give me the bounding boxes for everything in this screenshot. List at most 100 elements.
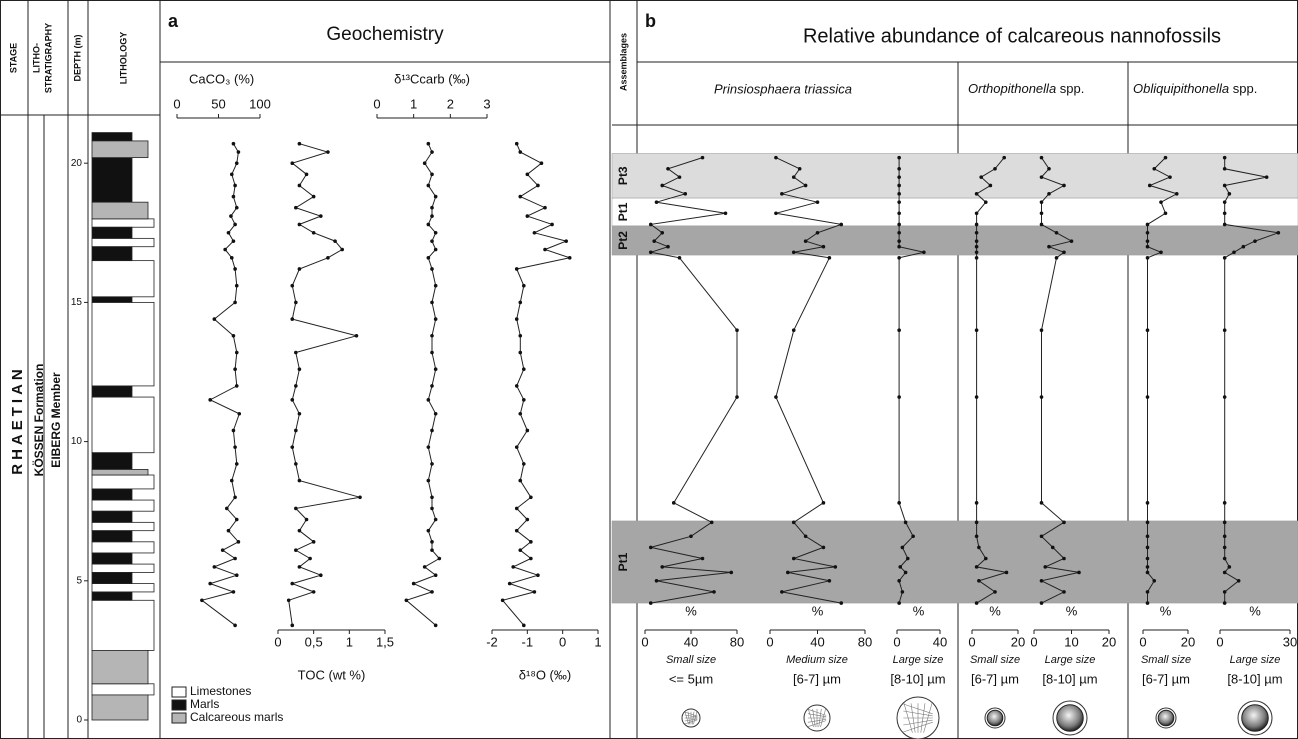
sample-point xyxy=(233,183,237,188)
lithology-layer xyxy=(91,301,155,387)
x-tick-label: 1,5 xyxy=(376,634,394,649)
x-tick-label: 0 xyxy=(893,634,900,649)
sample-point xyxy=(290,445,295,449)
sample-point xyxy=(430,334,434,338)
sample-point xyxy=(815,200,820,204)
lithology-layer xyxy=(91,385,133,398)
sample-point xyxy=(974,230,979,235)
sample-point xyxy=(897,256,901,260)
sample-point xyxy=(433,517,438,522)
sample-point xyxy=(774,211,778,216)
sample-point xyxy=(1222,211,1227,216)
sample-point xyxy=(433,317,438,321)
sample-point xyxy=(1145,534,1150,539)
legend-swatch xyxy=(171,699,187,711)
sample-point xyxy=(735,395,739,399)
sample-point xyxy=(294,428,298,433)
sample-point xyxy=(1145,520,1150,525)
sample-point xyxy=(974,244,979,249)
lithology-layer xyxy=(91,260,155,298)
sample-point xyxy=(237,411,242,416)
assemblage-band xyxy=(611,153,1298,199)
sample-point xyxy=(1222,556,1227,561)
sample-point xyxy=(550,222,554,227)
sample-point xyxy=(430,214,434,218)
sample-point xyxy=(208,398,212,402)
size-class: Large size xyxy=(1230,654,1281,666)
sample-point xyxy=(229,478,234,483)
x-tick-label: 0 xyxy=(1030,634,1037,649)
sample-point xyxy=(1004,570,1009,575)
profile-line xyxy=(405,143,441,626)
x-tick-label: -2 xyxy=(486,634,498,649)
sample-point xyxy=(1039,175,1044,179)
unit-label: % xyxy=(685,603,697,618)
sample-point xyxy=(522,398,526,402)
legend-swatch xyxy=(171,686,187,698)
sample-point xyxy=(1054,256,1059,260)
sample-point xyxy=(897,183,901,188)
x-axis-label: CaCO₃ (%) xyxy=(189,71,254,86)
x-tick-label: 2 xyxy=(447,96,454,111)
sample-point xyxy=(290,581,295,586)
lithology-layer xyxy=(91,132,133,142)
lithology-layer xyxy=(91,201,149,220)
depth-tick-label: 5 xyxy=(76,575,82,586)
sample-point xyxy=(311,194,316,199)
sample-point xyxy=(1264,175,1269,179)
sample-point xyxy=(774,155,778,160)
sample-point xyxy=(897,200,901,204)
lithology-layer xyxy=(91,530,133,543)
lithology-layer xyxy=(91,396,155,454)
size-class: Small size xyxy=(1141,654,1191,666)
sample-point xyxy=(1222,601,1227,605)
assemblage-label: Pt1 xyxy=(616,552,630,571)
sample-point xyxy=(1145,556,1150,561)
sample-point xyxy=(791,175,796,179)
sample-point xyxy=(430,384,434,388)
lithology-layer xyxy=(91,296,133,303)
sample-point xyxy=(522,462,526,466)
sample-point xyxy=(233,623,237,628)
sample-point xyxy=(212,317,217,321)
sample-point xyxy=(234,462,239,466)
sample-point xyxy=(308,556,312,561)
sample-point xyxy=(233,367,237,372)
size-class: Large size xyxy=(1045,654,1096,666)
sample-point xyxy=(1039,534,1044,539)
icon-pattern xyxy=(820,708,826,728)
sample-point xyxy=(290,161,295,165)
sample-point xyxy=(231,194,236,199)
sample-point xyxy=(529,495,533,500)
sample-point xyxy=(511,565,515,569)
sample-point xyxy=(660,565,665,569)
sample-point xyxy=(780,192,784,196)
sample-point xyxy=(514,528,519,533)
sample-point xyxy=(233,300,237,305)
size-range: [6-7] µm xyxy=(793,671,841,686)
sample-point xyxy=(234,517,239,522)
sample-point xyxy=(1232,250,1236,255)
sample-point xyxy=(430,205,434,210)
sample-point xyxy=(648,222,653,227)
sample-point xyxy=(988,183,993,188)
x-tick-label: 0 xyxy=(274,634,281,649)
sample-point xyxy=(1222,534,1227,539)
legend-swatch xyxy=(171,712,187,724)
sample-point xyxy=(897,239,901,243)
sample-point xyxy=(297,222,302,227)
sample-point xyxy=(234,205,239,210)
sample-point xyxy=(905,556,910,561)
sample-point xyxy=(903,520,908,525)
x-tick-label: 80 xyxy=(730,634,744,649)
size-range: [8-10] µm xyxy=(1042,671,1097,686)
sample-point xyxy=(294,462,298,466)
sample-point xyxy=(536,183,540,188)
sample-point xyxy=(839,222,844,227)
sample-point xyxy=(233,267,237,271)
sample-point xyxy=(1069,239,1074,243)
sample-point xyxy=(437,556,442,561)
sample-point xyxy=(311,540,316,544)
size-class: Large size xyxy=(893,654,944,666)
sample-point xyxy=(234,350,239,355)
